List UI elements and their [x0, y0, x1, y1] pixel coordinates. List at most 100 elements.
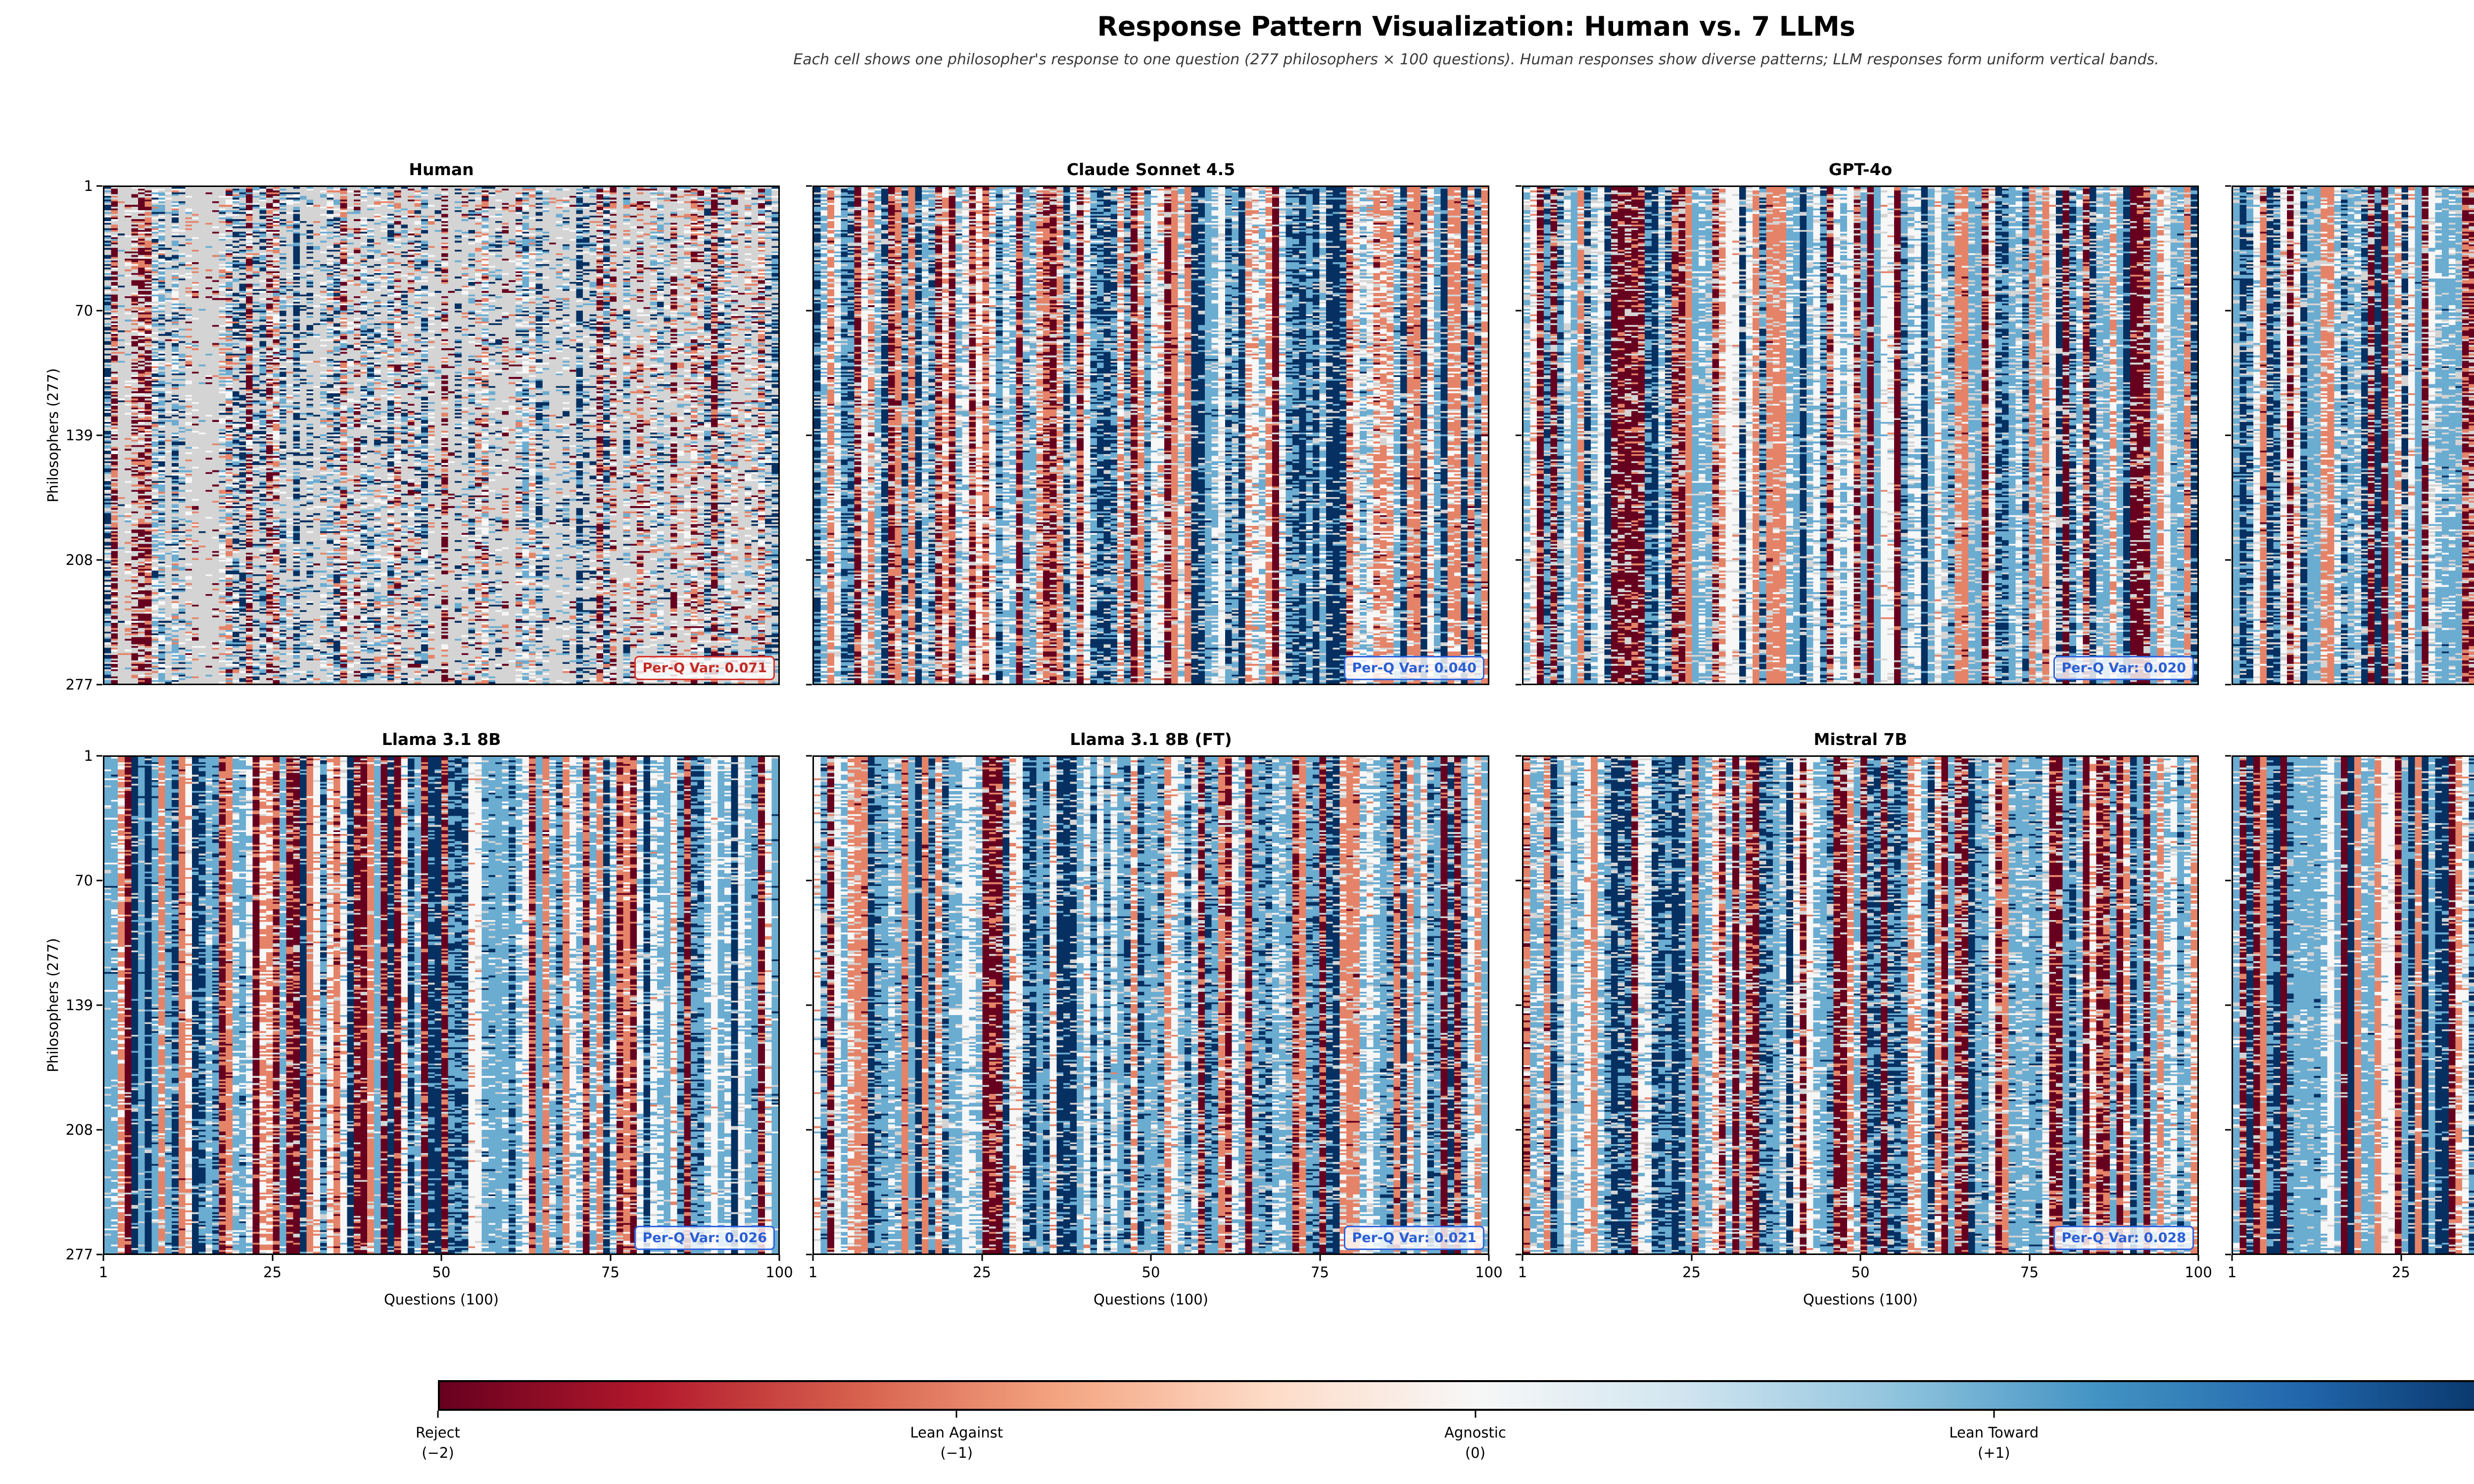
x-axis-label: Questions (100) [2232, 1291, 2474, 1308]
y-tick-label: 70 [75, 872, 93, 889]
x-tick-label: 75 [1311, 1264, 1329, 1281]
panel-title: Human [409, 160, 474, 179]
colorbar-tick-name: Agnostic [1444, 1424, 1506, 1441]
y-tick-mark [806, 880, 812, 881]
colorbar-tick-value: (0) [1465, 1444, 1486, 1462]
heatmap-grid [812, 186, 1489, 685]
x-tick-mark [440, 1255, 442, 1261]
y-tick-mark [2225, 1129, 2231, 1131]
heatmap-panel-human: Human Per-Q Var: 0.071 [103, 160, 780, 685]
per-question-variance-badge: Per-Q Var: 0.071 [634, 656, 775, 680]
y-tick-mark [96, 1253, 102, 1255]
per-question-variance-badge: Per-Q Var: 0.020 [2053, 656, 2194, 680]
y-tick-mark [806, 1129, 812, 1131]
heatmap-panel-mistral-7b: Mistral 7B Per-Q Var: 0.028 [1522, 730, 2199, 1255]
y-tick-label: 139 [65, 427, 93, 444]
panel-title: Llama 3.1 8B [381, 730, 501, 749]
y-tick-mark [1516, 434, 1522, 436]
y-tick-mark [806, 434, 812, 436]
colorbar-tick-label: Lean Against (−1) [910, 1423, 1003, 1463]
y-tick-mark [1516, 1129, 1522, 1131]
colorbar-tick-value: (−1) [940, 1444, 973, 1462]
panel-title: Llama 3.1 8B (FT) [1070, 730, 1232, 749]
x-tick-mark [610, 1255, 611, 1261]
x-tick-label: 100 [2185, 1264, 2212, 1281]
x-tick-mark [981, 1255, 983, 1261]
y-tick-mark [806, 559, 812, 561]
colorbar-tick-name: Lean Against [910, 1424, 1003, 1441]
heatmap-cells [1523, 187, 2197, 684]
heatmap-cells [2233, 187, 2474, 684]
x-tick-mark [2029, 1255, 2030, 1261]
y-tick-mark [96, 310, 102, 312]
colorbar-tick-name: Lean Toward [1949, 1424, 2039, 1441]
y-tick-label: 139 [65, 997, 93, 1014]
y-tick-mark [806, 684, 812, 686]
panel-title: Claude Sonnet 4.5 [1066, 160, 1236, 179]
x-tick-label: 25 [973, 1264, 991, 1281]
y-tick-mark [806, 755, 812, 757]
x-tick-mark [1691, 1255, 1692, 1261]
x-tick-label: 75 [2020, 1264, 2039, 1281]
x-tick-label: 25 [263, 1264, 282, 1281]
x-tick-mark [1859, 1255, 1861, 1261]
colorbar-tick-name: Reject [416, 1424, 460, 1441]
colorbar-tick-mark [955, 1411, 957, 1418]
x-tick-mark [2197, 1255, 2199, 1261]
y-tick-mark [96, 185, 102, 187]
y-tick-mark [1516, 310, 1522, 312]
y-tick-mark [2225, 559, 2231, 561]
x-tick-label: 25 [1682, 1264, 1701, 1281]
heatmap-cells [2233, 757, 2474, 1253]
page-title: Response Pattern Visualization: Human vs… [1097, 11, 1856, 42]
y-tick-label: 208 [65, 1121, 93, 1138]
heatmap-grid [103, 755, 780, 1255]
x-tick-mark [272, 1255, 273, 1261]
colorbar-tick-mark [1475, 1411, 1476, 1418]
heatmap-cells [814, 187, 1488, 684]
x-tick-mark [2400, 1255, 2402, 1261]
y-tick-mark [2225, 880, 2231, 881]
colorbar-tick-label: Reject (−2) [416, 1423, 460, 1463]
panel-title: GPT-5.1 [2232, 160, 2474, 179]
panel-title: GPT-4o [1828, 160, 1893, 179]
heatmap-grid [1522, 755, 2199, 1255]
heatmap-cells [814, 757, 1488, 1253]
colorbar-gradient [438, 1380, 2474, 1411]
y-tick-label: 208 [65, 552, 93, 568]
colorbar-tick-value: (+1) [1978, 1444, 2010, 1462]
per-question-variance-badge: Per-Q Var: 0.028 [2053, 1226, 2194, 1250]
y-tick-mark [2225, 755, 2231, 757]
colorbar-tick-label: Lean Toward (+1) [1949, 1423, 2039, 1463]
y-tick-mark [2225, 310, 2231, 312]
x-tick-label: 100 [1475, 1264, 1503, 1281]
heatmap-grid [2232, 755, 2474, 1255]
y-tick-mark [96, 880, 102, 881]
y-tick-label: 1 [84, 178, 93, 194]
y-tick-mark [806, 1253, 812, 1255]
heatmap-cells [104, 757, 778, 1253]
x-tick-label: 1 [98, 1264, 108, 1281]
heatmap-panel-gpt-4o: GPT-4o Per-Q Var: 0.020 [1522, 160, 2199, 685]
x-tick-mark [1488, 1255, 1490, 1261]
per-question-variance-badge: Per-Q Var: 0.026 [634, 1226, 775, 1250]
heatmap-grid [103, 186, 780, 685]
y-tick-mark [96, 1129, 102, 1131]
heatmap-panel-llama-3-1-8b-ft: Llama 3.1 8B (FT) Per-Q Var: 0.021 [812, 730, 1489, 1255]
per-question-variance-badge: Per-Q Var: 0.040 [1344, 656, 1484, 680]
x-tick-label: 1 [2227, 1264, 2237, 1281]
x-tick-mark [812, 1255, 814, 1261]
heatmap-panel-llama-3-1-8b: Llama 3.1 8B Per-Q Var: 0.026 [103, 730, 780, 1255]
y-tick-label: 277 [65, 1246, 93, 1263]
y-tick-label: 277 [65, 676, 93, 693]
y-tick-mark [1516, 755, 1522, 757]
x-tick-mark [1150, 1255, 1152, 1261]
y-tick-mark [1516, 880, 1522, 881]
y-tick-mark [1516, 684, 1522, 686]
y-tick-mark [1516, 185, 1522, 187]
chart-header: Response Pattern Visualization: Human vs… [0, 0, 2474, 84]
heatmap-cells [1523, 757, 2197, 1253]
panel-title: Qwen 3 4B [2232, 730, 2474, 749]
x-tick-label: 50 [1142, 1264, 1160, 1281]
y-tick-label: 1 [84, 747, 93, 764]
